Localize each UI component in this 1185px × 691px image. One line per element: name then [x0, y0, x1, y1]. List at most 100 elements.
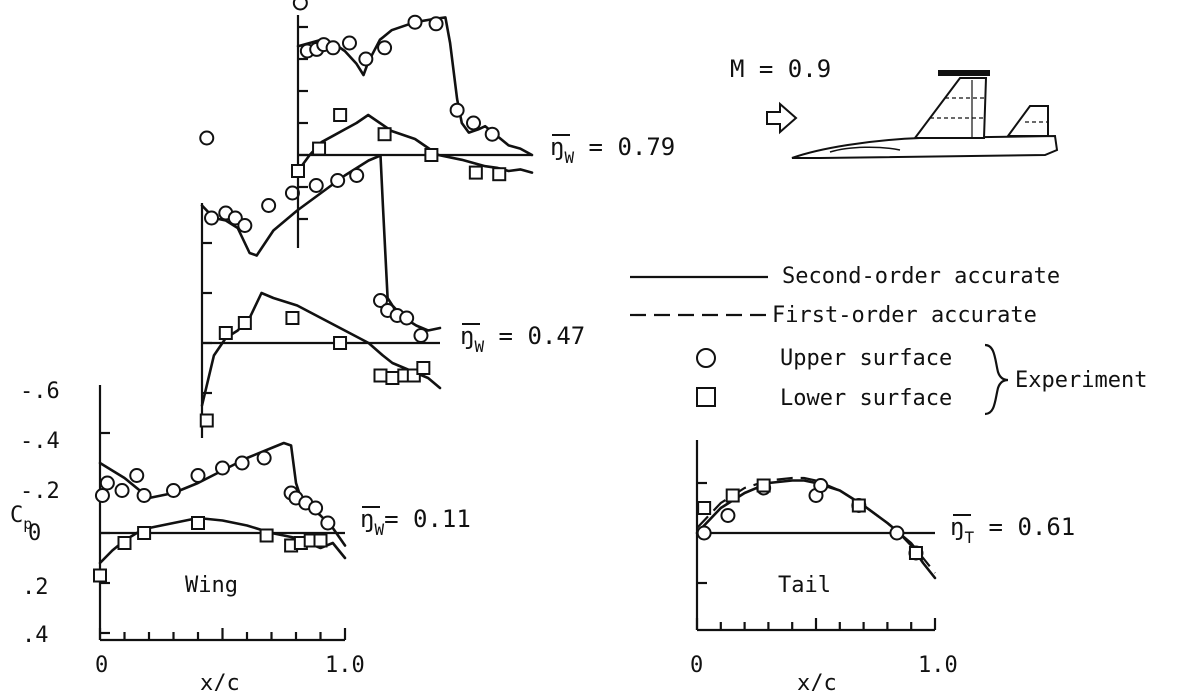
series-second-order: [200, 291, 442, 407]
legend-circle-marker: [696, 348, 716, 368]
series-second-order: [296, 113, 534, 174]
point-lower-surface: [492, 167, 507, 182]
mach-label: M = 0.9: [730, 55, 831, 83]
point-lower-surface: [191, 516, 205, 530]
point-upper-surface: [308, 500, 324, 516]
point-upper-surface: [94, 488, 110, 503]
x-tick-label: 1.0: [325, 653, 365, 678]
legend: Second-order accurate First-order accura…: [630, 264, 1147, 416]
point-upper-surface: [204, 210, 220, 226]
point-lower-surface: [285, 311, 300, 325]
legend-second-order: Second-order accurate: [782, 264, 1060, 289]
point-lower-surface: [424, 148, 439, 162]
legend-upper: Upper surface: [780, 346, 952, 371]
point-upper-surface: [373, 293, 388, 308]
x-tick-label: 0: [690, 653, 703, 678]
point-upper-surface: [227, 210, 243, 226]
point-upper-surface: [813, 478, 829, 493]
point-upper-surface: [237, 218, 253, 233]
point-lower-surface: [416, 361, 431, 375]
point-upper-surface: [261, 198, 277, 213]
point-lower-surface: [313, 533, 328, 548]
point-upper-surface: [99, 475, 115, 491]
panel-label-tail: Tail: [778, 573, 831, 598]
point-upper-surface: [256, 450, 272, 466]
point-lower-surface: [333, 108, 348, 122]
point-upper-surface: [129, 468, 145, 483]
point-lower-surface: [373, 368, 388, 383]
point-upper-surface: [166, 483, 181, 498]
point-upper-surface: [720, 508, 736, 523]
point-lower-surface: [385, 371, 400, 385]
x-axis-label: x/c: [797, 671, 837, 691]
eta-label-079: ŋW = 0.79: [550, 133, 675, 167]
point-upper-surface: [407, 14, 423, 30]
legend-first-order: First-order accurate: [772, 303, 1037, 328]
point-upper-surface: [413, 328, 429, 343]
point-upper-surface: [399, 310, 415, 326]
point-lower-surface: [333, 336, 348, 350]
point-upper-surface: [466, 115, 481, 131]
point-upper-surface: [292, 0, 308, 11]
legend-square-marker: [696, 387, 716, 407]
point-upper-surface: [330, 173, 346, 188]
chart-panel-wing-0-47: [199, 130, 442, 438]
legend-brace: [984, 343, 1009, 416]
x-tick-label: 1.0: [918, 653, 958, 678]
point-upper-surface: [234, 455, 250, 471]
x-tick-label: 0: [95, 653, 108, 678]
chart-panel-tail-0-61: [695, 440, 937, 632]
panels: [93, 0, 937, 642]
point-upper-surface: [199, 130, 215, 146]
point-upper-surface: [449, 102, 465, 118]
point-lower-surface: [218, 326, 233, 340]
y-axis-label: Cp: [10, 503, 32, 533]
point-upper-surface: [114, 483, 130, 498]
y-tick-label: .2: [22, 575, 49, 600]
point-lower-surface: [725, 488, 740, 503]
point-upper-surface: [190, 468, 206, 483]
point-lower-surface: [312, 141, 327, 156]
eta-label-047: ŋW = 0.47: [460, 322, 585, 356]
point-lower-surface: [93, 568, 107, 583]
point-upper-surface: [325, 40, 341, 56]
y-tick-label: -.4: [20, 429, 60, 454]
point-lower-surface: [377, 127, 392, 142]
point-lower-surface: [117, 536, 132, 550]
chart-panel-wing-0-11: [93, 385, 347, 642]
y-tick-label: .4: [22, 623, 49, 648]
point-upper-surface: [136, 488, 152, 503]
flow-arrow-icon: [766, 101, 798, 135]
point-upper-surface: [308, 178, 324, 193]
point-lower-surface: [468, 165, 483, 180]
y-tick-label: -.6: [20, 379, 60, 404]
eta-label-061: ŋT = 0.61: [950, 513, 1075, 547]
y-tick-label: 0: [28, 521, 41, 546]
y-tick-label: -.2: [20, 479, 60, 504]
panel-label-wing: Wing: [185, 573, 238, 598]
point-upper-surface: [889, 525, 905, 541]
point-upper-surface: [320, 515, 336, 531]
point-lower-surface: [908, 546, 923, 560]
point-lower-surface: [199, 413, 214, 428]
aircraft-sketch-icon: [791, 70, 1059, 159]
svg-text:ŋW = 0.47: ŋW = 0.47: [460, 322, 585, 356]
svg-text:ŋW = 0.79: ŋW = 0.79: [550, 133, 675, 167]
point-upper-surface: [484, 126, 500, 142]
point-upper-surface: [349, 168, 365, 183]
legend-experiment: Experiment: [1015, 368, 1147, 393]
point-lower-surface: [851, 498, 866, 513]
point-upper-surface: [215, 460, 230, 476]
point-upper-surface: [377, 40, 393, 56]
svg-text:ŋT = 0.61: ŋT = 0.61: [950, 513, 1075, 547]
point-lower-surface: [259, 528, 274, 543]
point-upper-surface: [358, 51, 374, 67]
eta-label-011: ŋW= 0.11: [360, 505, 471, 539]
legend-lower: Lower surface: [780, 386, 952, 411]
point-lower-surface: [756, 478, 771, 493]
x-axis-label: x/c: [200, 671, 240, 691]
point-lower-surface: [697, 501, 712, 515]
point-upper-surface: [428, 16, 444, 32]
point-lower-surface: [291, 164, 305, 178]
